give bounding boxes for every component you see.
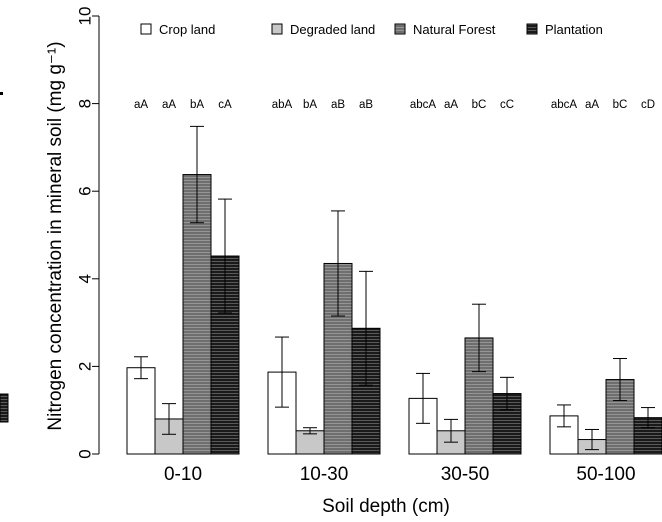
- legend-swatch: [394, 23, 406, 35]
- bars-group: [126, 174, 662, 455]
- significance-letter: bC: [613, 99, 628, 111]
- x-tick-label: 0-10: [164, 464, 202, 485]
- legend-swatch: [526, 23, 538, 35]
- significance-letter: cD: [641, 99, 655, 111]
- y-tick-label: 0: [76, 449, 95, 458]
- legend-label: Natural Forest: [413, 22, 496, 37]
- x-tick-label: 30-50: [441, 464, 490, 485]
- significance-letter: abcA: [551, 99, 578, 111]
- cropped-legend-swatch: [0, 393, 9, 423]
- bar: [126, 367, 156, 455]
- significance-letter: aA: [162, 99, 176, 111]
- y-tick-label: 6: [76, 186, 95, 195]
- significance-letter: aA: [134, 99, 148, 111]
- significance-letter: aA: [585, 99, 599, 111]
- bar: [549, 415, 579, 455]
- significance-letter: cC: [500, 99, 514, 111]
- significance-letter: abcA: [410, 99, 437, 111]
- y-tick-label: 2: [76, 362, 95, 371]
- significance-letter: cA: [218, 99, 232, 111]
- significance-letter: bC: [472, 99, 487, 111]
- error-bars-group: [134, 125, 655, 451]
- significance-letter: aA: [444, 99, 458, 111]
- significance-letter: abA: [272, 99, 293, 111]
- legend-label: Crop land: [159, 22, 215, 37]
- significance-letter: aB: [359, 99, 373, 111]
- cropped-axis-fragment: [0, 92, 3, 95]
- legend-label: Degraded land: [290, 22, 375, 37]
- y-axis-title: Nitrogen concentration in mineral soil (…: [45, 41, 66, 430]
- significance-letter: bA: [303, 99, 317, 111]
- x-tick-label: 50-100: [576, 464, 635, 485]
- y-tick-label: 4: [76, 274, 95, 283]
- x-tick-label: 10-30: [300, 464, 349, 485]
- significance-letter: aB: [331, 99, 345, 111]
- legend-swatch: [140, 23, 152, 35]
- x-axis: 0-10 10-30 30-50 50-100: [164, 464, 636, 485]
- legend: Crop land Degraded land Natural Forest Plan…: [140, 22, 603, 37]
- y-tick-label: 10: [76, 7, 95, 26]
- y-tick-label: 8: [76, 99, 95, 108]
- y-axis: 0 2 4 6 8 10: [76, 7, 100, 459]
- legend-swatch: [271, 23, 283, 35]
- x-axis-title: Soil depth (cm): [322, 496, 450, 517]
- significance-letters-group: aA aA bA cA abA bA aB aB abcA aA bC cC abcA aA bC cD: [134, 99, 655, 111]
- legend-label: Plantation: [545, 22, 603, 37]
- significance-letter: bA: [190, 99, 204, 111]
